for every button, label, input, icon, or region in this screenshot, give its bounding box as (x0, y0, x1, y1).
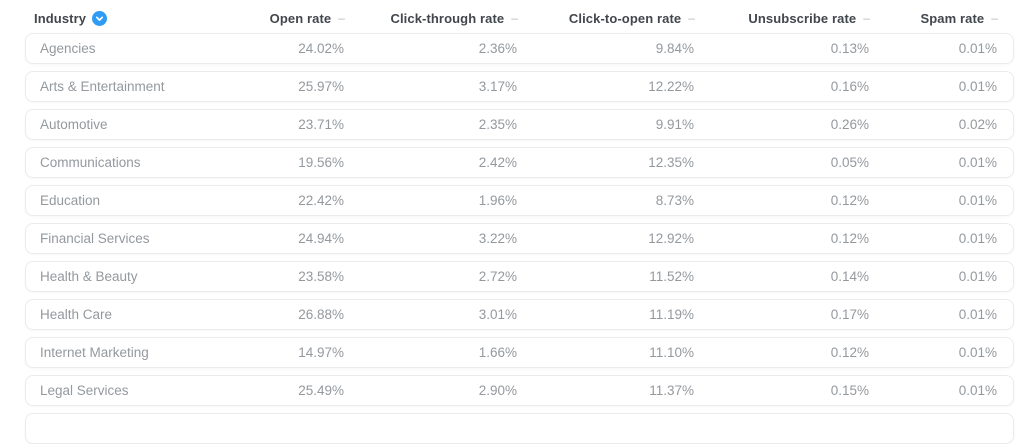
table-row: Arts & Entertainment 25.97% 3.17% 12.22%… (25, 71, 1014, 102)
sort-indicator-icon: – (863, 10, 870, 25)
table-row: Education 22.42% 1.96% 8.73% 0.12% 0.01% (25, 185, 1014, 216)
click-through-rate-cell: 2.42% (478, 155, 517, 170)
unsubscribe-rate-cell: 0.12% (830, 193, 869, 208)
unsubscribe-rate-cell: 0.15% (830, 383, 869, 398)
click-through-rate-cell: 1.96% (478, 193, 517, 208)
table-header-row: Industry Open rate – Click-through rate … (25, 0, 1014, 33)
spam-rate-cell: 0.01% (958, 345, 997, 360)
open-rate-cell: 23.71% (298, 117, 344, 132)
click-to-open-rate-cell: 11.10% (649, 345, 694, 360)
column-header-click-through-rate[interactable]: Click-through rate – (345, 11, 518, 26)
column-header-industry[interactable]: Industry (34, 11, 225, 26)
spam-rate-cell: 0.01% (958, 269, 997, 284)
table-row: Automotive 23.71% 2.35% 9.91% 0.26% 0.02… (25, 109, 1014, 140)
table-row: Legal Services 25.49% 2.90% 11.37% 0.15%… (25, 375, 1014, 406)
unsubscribe-rate-cell: 0.05% (830, 155, 869, 170)
column-header-click-to-open-rate[interactable]: Click-to-open rate – (518, 11, 695, 26)
column-header-click-through-rate-label: Click-through rate (390, 11, 505, 26)
open-rate-cell: 22.42% (298, 193, 344, 208)
table-row: Health Care 26.88% 3.01% 11.19% 0.17% 0.… (25, 299, 1014, 330)
click-to-open-rate-cell: 11.52% (649, 269, 694, 284)
click-to-open-rate-cell: 11.37% (649, 383, 694, 398)
spam-rate-cell: 0.02% (958, 117, 997, 132)
industry-cell: Health Care (40, 307, 113, 322)
column-header-unsubscribe-rate-label: Unsubscribe rate (748, 11, 857, 26)
spam-rate-cell: 0.01% (958, 155, 997, 170)
table-row-partial (25, 413, 1014, 444)
click-to-open-rate-cell: 11.19% (649, 307, 694, 322)
table-body: Agencies 24.02% 2.36% 9.84% 0.13% 0.01% … (0, 33, 1024, 406)
column-header-click-to-open-rate-label: Click-to-open rate (568, 11, 682, 26)
industry-cell: Health & Beauty (40, 269, 138, 284)
spam-rate-cell: 0.01% (958, 41, 997, 56)
table-row: Financial Services 24.94% 3.22% 12.92% 0… (25, 223, 1014, 254)
click-through-rate-cell: 1.66% (478, 345, 517, 360)
click-through-rate-cell: 2.36% (478, 41, 517, 56)
click-through-rate-cell: 2.72% (478, 269, 517, 284)
spam-rate-cell: 0.01% (958, 383, 997, 398)
sort-indicator-icon: – (688, 10, 695, 25)
column-header-unsubscribe-rate[interactable]: Unsubscribe rate – (695, 11, 870, 26)
column-header-open-rate[interactable]: Open rate – (225, 11, 345, 26)
column-header-spam-rate[interactable]: Spam rate – (870, 11, 998, 26)
column-header-industry-label: Industry (34, 11, 87, 26)
sort-indicator-icon: – (338, 10, 345, 25)
column-header-spam-rate-label: Spam rate (920, 11, 985, 26)
open-rate-cell: 26.88% (298, 307, 344, 322)
click-to-open-rate-cell: 12.22% (648, 79, 694, 94)
table-row: Internet Marketing 14.97% 1.66% 11.10% 0… (25, 337, 1014, 368)
click-through-rate-cell: 3.22% (478, 231, 517, 246)
click-through-rate-cell: 2.35% (478, 117, 517, 132)
click-to-open-rate-cell: 9.84% (655, 41, 694, 56)
industry-cell: Arts & Entertainment (40, 79, 165, 94)
industry-cell: Education (40, 193, 101, 208)
column-header-open-rate-label: Open rate (269, 11, 332, 26)
open-rate-cell: 25.49% (298, 383, 344, 398)
spam-rate-cell: 0.01% (958, 231, 997, 246)
click-to-open-rate-cell: 8.73% (655, 193, 694, 208)
industry-cell: Automotive (40, 117, 108, 132)
click-through-rate-cell: 3.17% (478, 79, 517, 94)
spam-rate-cell: 0.01% (958, 193, 997, 208)
industry-cell: Internet Marketing (40, 345, 149, 360)
open-rate-cell: 14.97% (298, 345, 344, 360)
click-through-rate-cell: 2.90% (478, 383, 517, 398)
open-rate-cell: 25.97% (298, 79, 344, 94)
industry-cell: Agencies (40, 41, 96, 56)
open-rate-cell: 24.94% (298, 231, 344, 246)
open-rate-cell: 19.56% (298, 155, 344, 170)
spam-rate-cell: 0.01% (958, 79, 997, 94)
click-through-rate-cell: 3.01% (478, 307, 517, 322)
click-to-open-rate-cell: 12.92% (648, 231, 694, 246)
open-rate-cell: 23.58% (298, 269, 344, 284)
industry-cell: Communications (40, 155, 141, 170)
sort-active-chevron-down-icon (92, 11, 108, 26)
unsubscribe-rate-cell: 0.26% (830, 117, 869, 132)
unsubscribe-rate-cell: 0.14% (830, 269, 869, 284)
click-to-open-rate-cell: 12.35% (648, 155, 694, 170)
unsubscribe-rate-cell: 0.12% (830, 345, 869, 360)
spam-rate-cell: 0.01% (958, 307, 997, 322)
table-row: Agencies 24.02% 2.36% 9.84% 0.13% 0.01% (25, 33, 1014, 64)
sort-indicator-icon: – (511, 10, 518, 25)
industry-cell: Financial Services (40, 231, 150, 246)
unsubscribe-rate-cell: 0.12% (830, 231, 869, 246)
table-row: Communications 19.56% 2.42% 12.35% 0.05%… (25, 147, 1014, 178)
industry-cell: Legal Services (40, 383, 129, 398)
unsubscribe-rate-cell: 0.16% (830, 79, 869, 94)
table-row: Health & Beauty 23.58% 2.72% 11.52% 0.14… (25, 261, 1014, 292)
unsubscribe-rate-cell: 0.13% (830, 41, 869, 56)
sort-indicator-icon: – (991, 10, 998, 25)
unsubscribe-rate-cell: 0.17% (830, 307, 869, 322)
open-rate-cell: 24.02% (298, 41, 344, 56)
click-to-open-rate-cell: 9.91% (655, 117, 694, 132)
